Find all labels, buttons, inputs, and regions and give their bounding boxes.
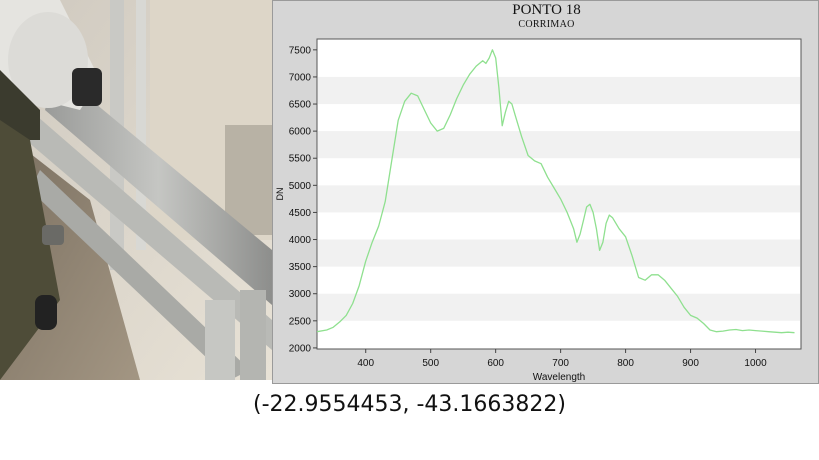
y-tick-label: 3500	[289, 262, 312, 273]
x-tick-label: 1000	[744, 358, 767, 369]
y-tick-label: 2500	[289, 316, 312, 327]
grid-band	[318, 293, 800, 321]
x-tick-label: 900	[682, 358, 699, 369]
chart-canvas: 2000 2500 3000 3500 4000 4500 5000 5500 6000 6500…	[275, 38, 802, 383]
coordinates-caption: (-22.9554453, -43.1663822)	[253, 392, 566, 417]
y-tick-label: 5500	[289, 154, 312, 165]
y-tick-label: 7000	[289, 72, 312, 83]
spectrum-line	[316, 49, 795, 334]
handrail-photo	[0, 0, 272, 380]
x-tick-label: 800	[617, 358, 634, 369]
x-tick-label: 700	[552, 358, 569, 369]
grid-band	[318, 185, 800, 213]
grid-band	[318, 239, 800, 267]
x-axis-label: Wavelength	[533, 372, 585, 383]
y-tick-label: 2000	[289, 343, 312, 354]
y-tick-label: 4000	[289, 235, 312, 246]
y-tick-label: 3000	[289, 289, 312, 300]
grid-band	[318, 131, 800, 159]
spectrum-chart: PONTO 18 CORRIMAO 2000 2500 3000 3500 4000 45…	[272, 0, 819, 384]
y-tick-label: 6500	[289, 100, 312, 111]
grid-band	[318, 76, 800, 105]
y-tick-label: 4500	[289, 208, 312, 219]
chart-title: PONTO 18	[512, 2, 581, 18]
chart-subtitle: CORRIMAO	[518, 19, 575, 30]
y-tick-label: 6000	[289, 127, 312, 138]
x-tick-label: 500	[422, 358, 439, 369]
x-tick-label: 600	[487, 358, 504, 369]
y-tick-label: 5000	[289, 181, 312, 192]
x-tick-label: 400	[357, 358, 374, 369]
y-tick-label: 7500	[289, 45, 312, 56]
y-axis-label: DN	[275, 188, 285, 201]
